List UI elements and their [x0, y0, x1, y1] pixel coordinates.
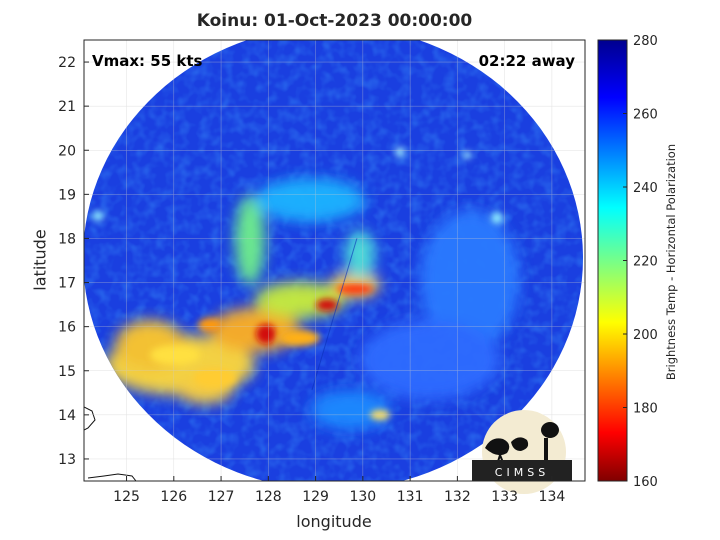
y-tick-label: 20: [58, 143, 76, 159]
y-tick-label: 14: [58, 408, 76, 424]
y-tick-label: 16: [58, 320, 76, 336]
grid-lines: [84, 40, 585, 481]
cimss-logo-text: CIMSS: [495, 466, 549, 479]
plot-title: Koinu: 01-Oct-2023 00:00:00: [196, 11, 473, 31]
x-tick-label: 134: [539, 489, 566, 505]
colorbar: [597, 39, 628, 482]
axes-frame: [83, 39, 586, 482]
x-tick-label: 129: [302, 489, 329, 505]
x-axis-label: longitude: [296, 512, 372, 531]
colorbar-tick-label: 240: [633, 181, 658, 196]
colorbar-tick-label: 200: [633, 328, 658, 343]
x-tick-label: 130: [349, 489, 376, 505]
y-axis-label: latitude: [30, 229, 50, 291]
y-tick-label: 22: [58, 55, 76, 71]
y-tick-label: 15: [58, 364, 76, 380]
satellite-swath: [84, 40, 583, 481]
x-tick-label: 131: [397, 489, 424, 505]
y-tick-label: 13: [58, 452, 76, 468]
x-tick-label: 132: [444, 489, 471, 505]
colorbar-tick-label: 160: [633, 475, 658, 490]
colorbar-ticks: 160 180 200 220 240 260 280: [623, 34, 658, 490]
colorbar-tick-label: 180: [633, 402, 658, 417]
x-axis: 125 126 127 128 129 130 131 132 133 134: [113, 476, 565, 505]
colorbar-label: Brightness Temp - Horizontal Polarizatio…: [664, 143, 678, 381]
x-tick-label: 128: [255, 489, 282, 505]
y-tick-label: 19: [58, 187, 76, 203]
colorbar-tick-label: 220: [633, 255, 658, 270]
vmax-label: Vmax: 55 kts: [92, 52, 203, 70]
time-away-label: 02:22 away: [478, 52, 575, 70]
colorbar-tick-label: 280: [633, 34, 658, 49]
y-tick-label: 18: [58, 231, 76, 247]
x-tick-label: 133: [491, 489, 518, 505]
y-axis: 13 14 15 16 17 18 19 20 21 22: [58, 55, 89, 468]
x-tick-label: 126: [160, 489, 187, 505]
y-tick-label: 17: [58, 276, 76, 292]
cimss-logo: CIMSS: [472, 410, 572, 494]
x-tick-label: 125: [113, 489, 140, 505]
x-tick-label: 127: [208, 489, 235, 505]
colorbar-tick-label: 260: [633, 108, 658, 123]
y-tick-label: 21: [58, 99, 76, 115]
